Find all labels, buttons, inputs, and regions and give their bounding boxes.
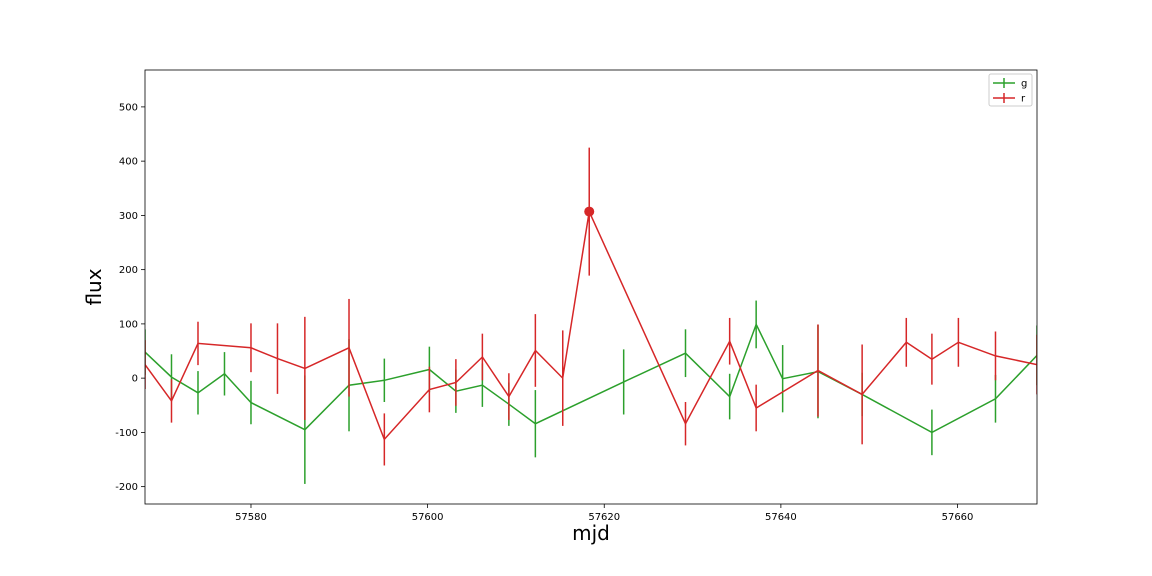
x-tick-label: 57620 — [588, 512, 620, 523]
y-tick-label: 500 — [119, 102, 138, 113]
x-tick-label: 57660 — [942, 512, 974, 523]
series-layer — [145, 147, 1037, 484]
y-tick-label: 200 — [119, 265, 138, 276]
plot-background — [145, 70, 1037, 504]
y-axis-label: flux — [82, 268, 106, 305]
y-axis: -200 -100 0 100 200 300 400 500 — [115, 102, 145, 493]
x-tick-label: 57640 — [765, 512, 797, 523]
y-tick-label: 100 — [119, 319, 138, 330]
legend: gr — [988, 73, 1033, 107]
y-tick-label: -200 — [115, 482, 138, 493]
legend-label-r: r — [1021, 94, 1026, 105]
series-r — [145, 147, 1037, 466]
x-axis: 57580 57600 57620 57640 57660 — [235, 504, 973, 523]
plot-frame — [144, 69, 1038, 505]
y-tick-label: 0 — [132, 374, 138, 385]
y-tick-label: 300 — [119, 211, 138, 222]
highlight-point-r — [584, 206, 595, 217]
y-tick-label: 400 — [119, 157, 138, 168]
x-axis-label: mjd — [572, 521, 610, 545]
line-r — [145, 209, 1037, 441]
legend-label-g: g — [1021, 79, 1027, 90]
x-tick-label: 57580 — [235, 512, 267, 523]
x-tick-label: 57600 — [412, 512, 444, 523]
y-tick-label: -100 — [115, 428, 138, 439]
